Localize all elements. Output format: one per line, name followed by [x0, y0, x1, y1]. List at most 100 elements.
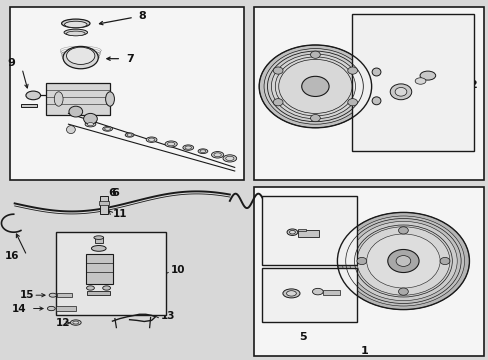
Ellipse shape — [73, 321, 79, 324]
Ellipse shape — [86, 286, 94, 290]
Circle shape — [389, 84, 411, 100]
Text: 2: 2 — [468, 80, 476, 90]
Ellipse shape — [148, 138, 155, 141]
Ellipse shape — [371, 68, 380, 76]
Bar — [57, 293, 72, 297]
Ellipse shape — [225, 156, 233, 161]
Ellipse shape — [47, 306, 55, 311]
Ellipse shape — [85, 122, 96, 127]
Ellipse shape — [282, 289, 299, 298]
Ellipse shape — [63, 46, 98, 69]
Ellipse shape — [104, 127, 110, 130]
Ellipse shape — [371, 97, 380, 105]
Text: 1: 1 — [360, 346, 367, 356]
Text: 14: 14 — [12, 303, 27, 314]
Circle shape — [271, 54, 359, 119]
Text: 11: 11 — [112, 209, 127, 219]
Circle shape — [347, 67, 357, 74]
Circle shape — [273, 99, 283, 106]
Circle shape — [387, 249, 418, 273]
Ellipse shape — [102, 286, 110, 290]
Bar — [298, 230, 318, 237]
Circle shape — [398, 288, 407, 295]
Bar — [46, 83, 110, 115]
Circle shape — [395, 256, 410, 266]
Ellipse shape — [66, 31, 85, 36]
Bar — [254, 7, 483, 180]
Ellipse shape — [200, 150, 205, 153]
Ellipse shape — [183, 145, 193, 150]
Text: 6: 6 — [108, 188, 116, 198]
Ellipse shape — [127, 134, 132, 136]
Text: 4: 4 — [407, 26, 415, 36]
Ellipse shape — [419, 71, 435, 80]
Ellipse shape — [70, 320, 81, 325]
Ellipse shape — [49, 293, 56, 297]
Text: 3: 3 — [407, 121, 415, 131]
Circle shape — [347, 99, 357, 106]
Text: 12: 12 — [56, 318, 71, 328]
Bar — [10, 7, 244, 180]
Text: 8: 8 — [138, 11, 146, 21]
Ellipse shape — [94, 236, 103, 239]
Circle shape — [310, 51, 320, 58]
Text: 3: 3 — [296, 233, 304, 243]
Circle shape — [310, 114, 320, 122]
Bar — [87, 291, 110, 295]
Circle shape — [301, 76, 328, 96]
Ellipse shape — [64, 21, 87, 28]
Bar — [261, 196, 356, 265]
Text: 7: 7 — [126, 54, 134, 64]
Ellipse shape — [312, 288, 323, 295]
Ellipse shape — [125, 133, 134, 137]
Text: 9: 9 — [7, 58, 15, 68]
Ellipse shape — [69, 106, 82, 117]
Ellipse shape — [146, 137, 157, 143]
Bar — [254, 187, 483, 356]
Circle shape — [273, 67, 283, 74]
Bar — [20, 104, 37, 107]
Text: 4: 4 — [296, 197, 304, 207]
Bar — [56, 232, 166, 315]
Circle shape — [349, 221, 456, 301]
Ellipse shape — [105, 92, 114, 106]
Ellipse shape — [61, 19, 90, 28]
Text: 13: 13 — [160, 311, 175, 321]
Ellipse shape — [26, 91, 41, 100]
Bar — [100, 196, 107, 214]
Circle shape — [366, 234, 439, 288]
Text: 16: 16 — [5, 251, 20, 261]
Ellipse shape — [223, 155, 236, 162]
Ellipse shape — [198, 149, 207, 153]
Bar — [351, 14, 473, 151]
Text: 3: 3 — [306, 303, 314, 313]
Circle shape — [439, 257, 449, 265]
Bar — [85, 254, 113, 284]
Ellipse shape — [164, 141, 177, 147]
Ellipse shape — [102, 127, 112, 131]
Ellipse shape — [66, 126, 75, 134]
Ellipse shape — [167, 142, 175, 146]
Circle shape — [264, 49, 366, 124]
Ellipse shape — [83, 113, 97, 124]
Ellipse shape — [91, 246, 106, 251]
Circle shape — [394, 87, 406, 96]
Ellipse shape — [211, 152, 224, 158]
Circle shape — [356, 257, 366, 265]
Ellipse shape — [214, 153, 221, 157]
Bar — [298, 229, 305, 231]
Ellipse shape — [87, 122, 94, 126]
Ellipse shape — [414, 78, 425, 84]
Circle shape — [337, 212, 468, 310]
Ellipse shape — [289, 230, 295, 234]
Ellipse shape — [286, 291, 296, 296]
Text: 5: 5 — [299, 332, 306, 342]
Bar — [56, 306, 76, 311]
Circle shape — [278, 59, 351, 113]
Ellipse shape — [66, 47, 95, 64]
Circle shape — [356, 227, 449, 295]
Ellipse shape — [64, 29, 87, 36]
Ellipse shape — [184, 146, 191, 149]
Ellipse shape — [54, 92, 63, 106]
Bar — [95, 237, 102, 243]
